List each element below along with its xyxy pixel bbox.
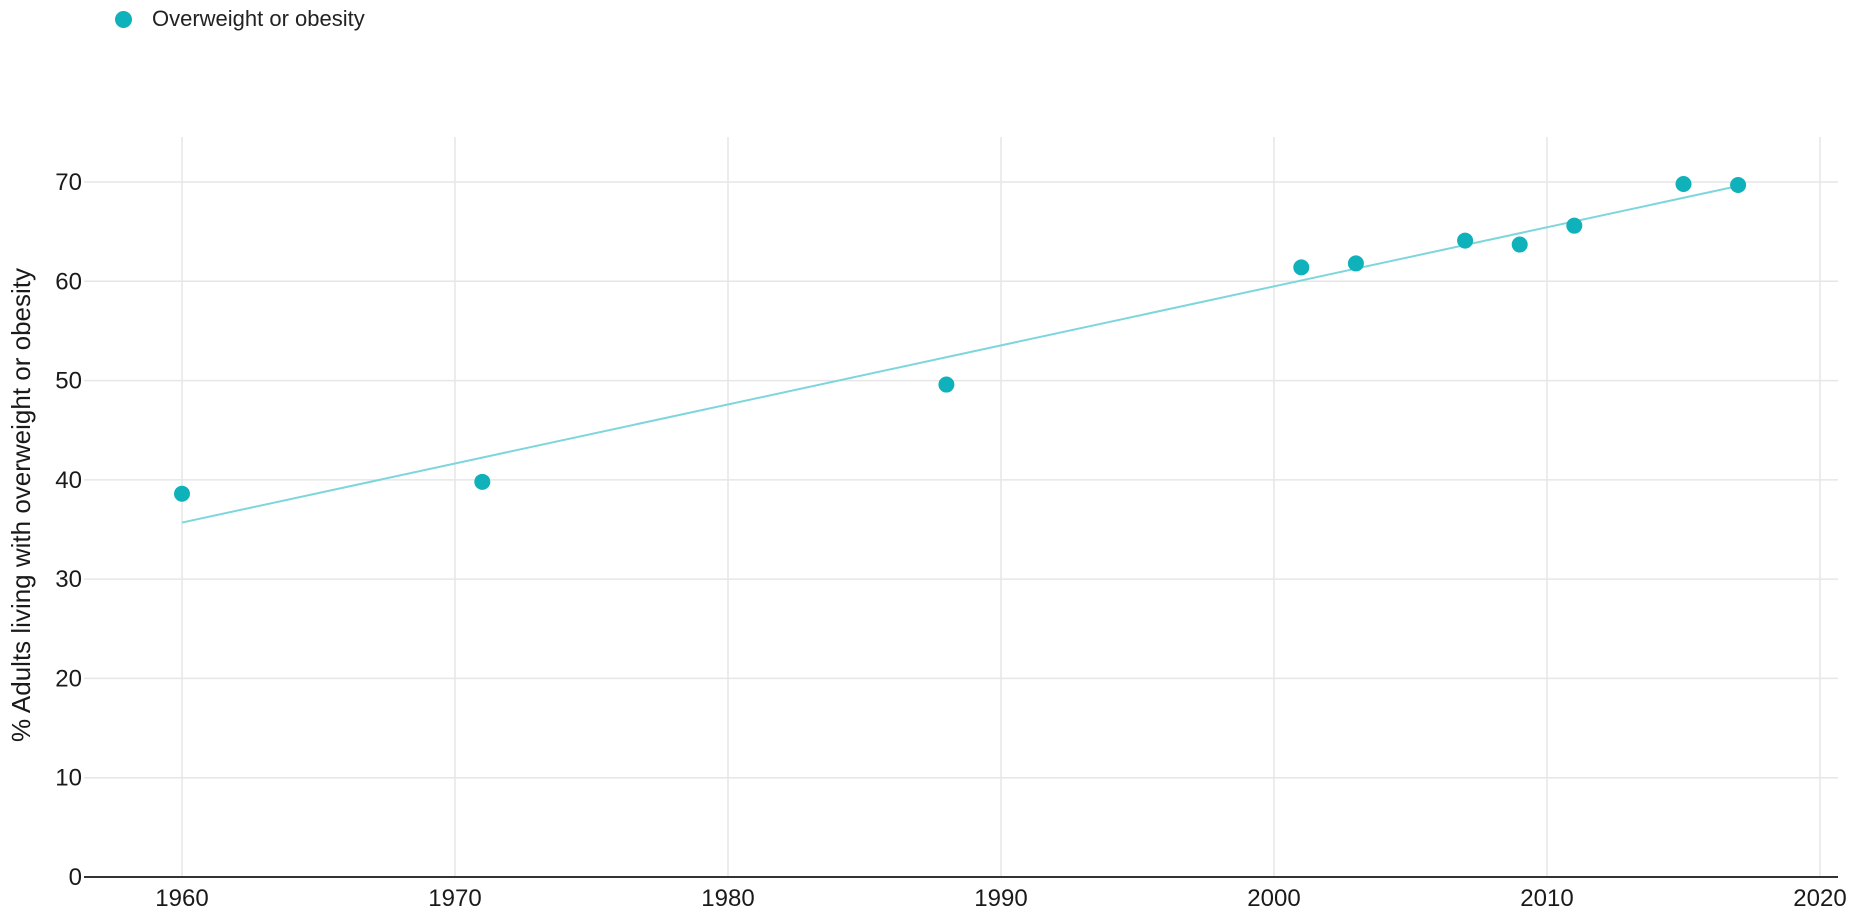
trendline — [181, 184, 1739, 524]
legend-marker — [115, 10, 132, 28]
x-tick-label: 1970 — [428, 885, 481, 912]
x-tick-label: 2000 — [1247, 885, 1300, 912]
data-points — [174, 175, 1747, 502]
x-tick-label: 1980 — [701, 885, 754, 912]
trendline-group — [181, 184, 1739, 524]
y-tick-label: 50 — [55, 368, 82, 395]
data-point — [938, 376, 955, 393]
data-point — [1566, 217, 1583, 234]
y-tick-label: 70 — [55, 169, 82, 196]
x-tick-label: 2010 — [1520, 885, 1573, 912]
data-point — [1675, 175, 1692, 192]
legend-label: Overweight or obesity — [152, 6, 365, 31]
data-point — [1347, 255, 1364, 272]
y-tick-label: 40 — [55, 467, 82, 494]
data-point — [1457, 232, 1474, 249]
data-point — [1511, 236, 1528, 253]
y-tick-label: 10 — [55, 765, 82, 792]
y-tick-label: 0 — [69, 864, 82, 891]
x-tick-label: 1990 — [974, 885, 1027, 912]
data-point — [474, 473, 491, 490]
y-axis-title: % Adults living with overweight or obesi… — [6, 268, 36, 742]
x-tick-label: 2020 — [1793, 885, 1846, 912]
x-axis: 1960 1970 1980 1990 2000 2010 2020 — [84, 876, 1847, 912]
x-tick-label: 1960 — [155, 885, 208, 912]
grid-lines — [84, 137, 1838, 877]
data-point — [1730, 176, 1747, 193]
data-point — [174, 485, 190, 502]
y-axis: 0 10 20 30 40 50 60 70 — [55, 169, 82, 891]
y-tick-label: 20 — [55, 665, 82, 692]
data-point — [1293, 259, 1310, 276]
legend: Overweight or obesity — [115, 6, 365, 32]
y-tick-label: 60 — [55, 268, 82, 295]
y-tick-label: 30 — [55, 566, 82, 593]
